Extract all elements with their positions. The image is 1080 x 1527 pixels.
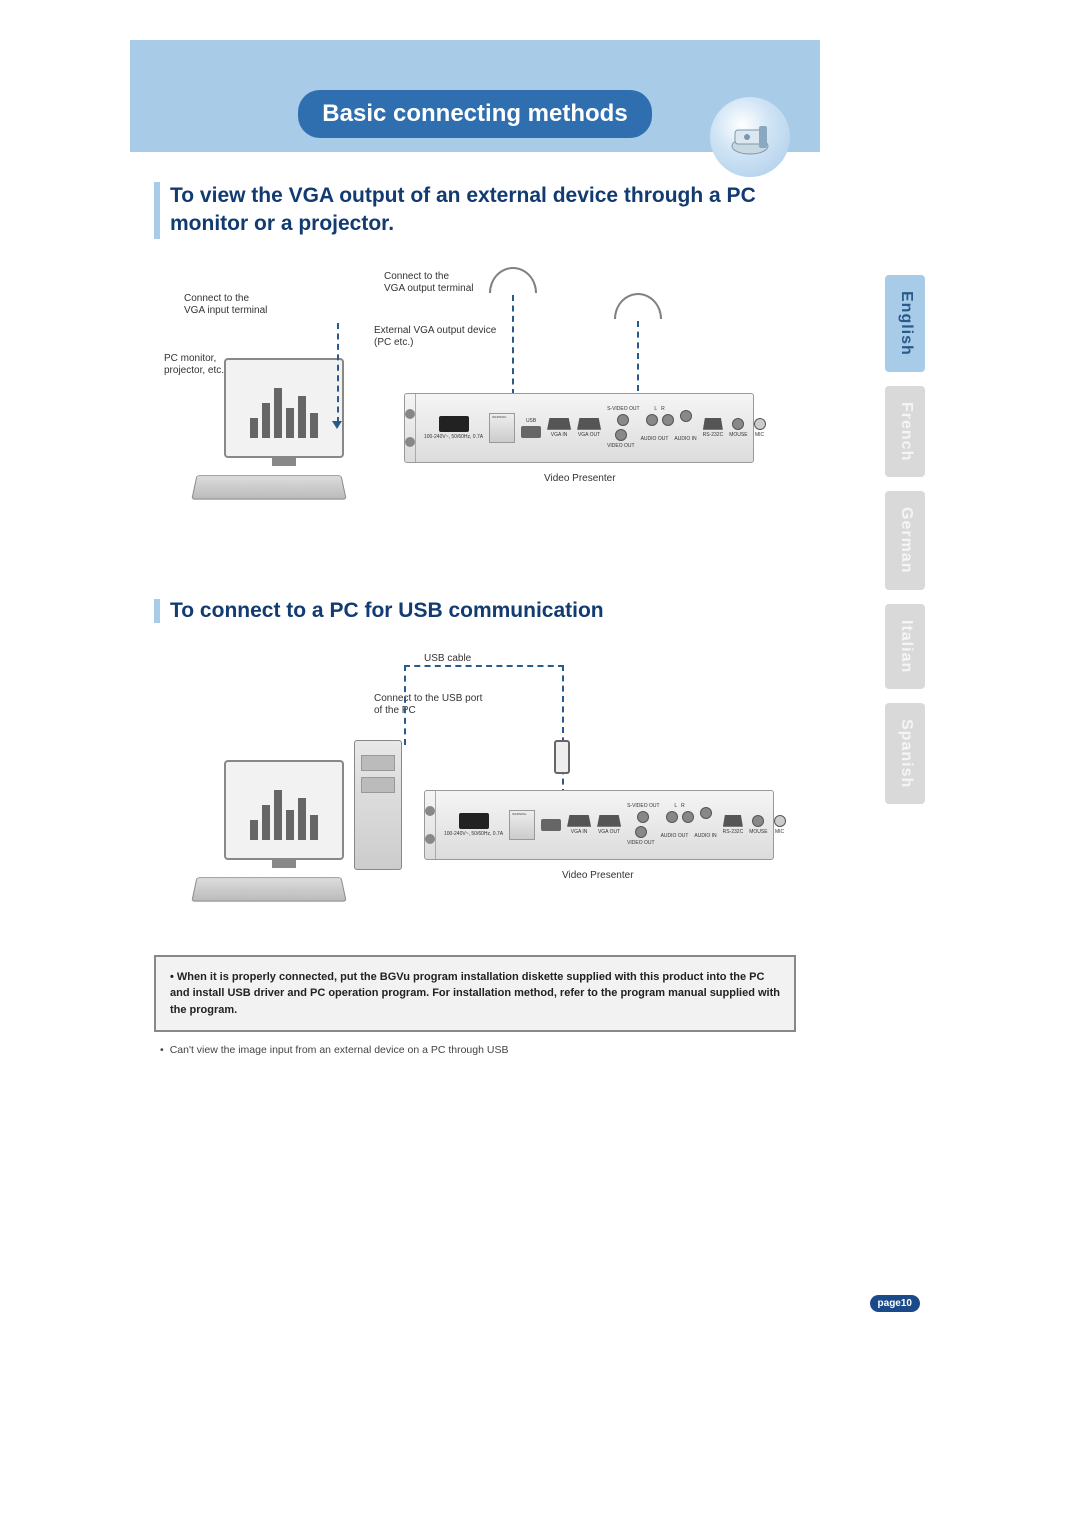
- monitor-chart: [250, 378, 318, 438]
- cable-usb-down2: [562, 665, 564, 795]
- section-vga: To view the VGA output of an external de…: [130, 152, 820, 1056]
- label-usb-port: Connect to the USB port of the PC: [374, 693, 482, 718]
- manual-page: English French German Italian Spanish Ba…: [0, 0, 1080, 1527]
- lang-tab-italian[interactable]: Italian: [885, 604, 925, 689]
- port-svideo: S-VIDEO OUT: [607, 406, 640, 426]
- port2-mic: MIC: [774, 815, 786, 835]
- port-rs232: RS-232C: [703, 418, 724, 438]
- port2-vga-out: VGA OUT: [597, 815, 621, 835]
- port2-usb: [541, 819, 561, 831]
- port-audio-lr: LR: [646, 406, 674, 426]
- label-usb-cable: USB cable: [424, 653, 471, 666]
- port2-power: 100‑240V~, 50/60Hz, 0.7A: [444, 813, 503, 837]
- connector-head-1: [489, 267, 537, 293]
- label-ext-device: External VGA output device (PC etc.): [374, 325, 496, 350]
- port2-vga-in: VGA IN: [567, 815, 591, 835]
- installation-note: • When it is properly connected, put the…: [154, 955, 796, 1033]
- port-audio-in-top: [680, 410, 692, 422]
- port-audio-out: AUDIO OUT: [641, 436, 669, 442]
- port-usb: USB: [521, 418, 541, 438]
- port-power: 100‑240V~, 50/60Hz, 0.7A: [424, 416, 483, 440]
- page-number-badge: page10: [870, 1295, 920, 1312]
- monitor-chart-2: [250, 780, 318, 840]
- usb-plug: [554, 740, 570, 774]
- foot-note: Can't view the image input from an exter…: [160, 1044, 796, 1056]
- label-vga-output: Connect to the VGA output terminal: [384, 271, 474, 296]
- lang-tab-german[interactable]: German: [885, 491, 925, 589]
- lang-tab-french[interactable]: French: [885, 386, 925, 477]
- keyboard: [191, 475, 346, 499]
- pc-monitor-2: [224, 760, 344, 860]
- port-video-out: VIDEO OUT: [607, 429, 635, 449]
- vp-caption-2: Video Presenter: [562, 870, 634, 883]
- header-band: Basic connecting methods: [130, 40, 820, 152]
- lang-tab-english[interactable]: English: [885, 275, 925, 372]
- pc-monitor: [224, 358, 344, 458]
- section2-heading: To connect to a PC for USB communication: [154, 599, 796, 623]
- cable-vga-in: [337, 323, 339, 423]
- connector-head-2: [614, 293, 662, 319]
- projector-icon: [710, 97, 790, 177]
- cable-usb-down1: [404, 665, 406, 745]
- keyboard-2: [191, 877, 346, 901]
- language-tabs: English French German Italian Spanish: [885, 275, 925, 804]
- port-vga-in: VGA IN: [547, 418, 571, 438]
- port-power-label: 100‑240V~, 50/60Hz, 0.7A: [424, 434, 483, 440]
- pc-tower: [354, 740, 402, 870]
- page-title: Basic connecting methods: [298, 90, 651, 138]
- vp-caption-1: Video Presenter: [544, 473, 616, 486]
- label-vga-input: Connect to the VGA input terminal: [184, 293, 267, 318]
- port-mouse: MOUSE: [729, 418, 747, 438]
- port2-rs232: RS-232C: [723, 815, 744, 835]
- cable-vga-out-a: [512, 295, 514, 395]
- port-audio-in: AUDIO IN: [674, 436, 696, 442]
- port2-mouse: MOUSE: [749, 815, 767, 835]
- port2-svideo: S-VIDEO OUT: [627, 803, 660, 823]
- cable-usb-h: [404, 665, 564, 667]
- warning-plate-2: WARNING: [509, 810, 535, 840]
- video-presenter-panel-2: 100‑240V~, 50/60Hz, 0.7A WARNING VGA IN: [424, 790, 774, 860]
- diagram-usb: USB cable Connect to the USB port of the…: [154, 645, 796, 945]
- diagram-vga: Connect to the VGA input terminal PC mon…: [154, 263, 796, 563]
- port-mic: MIC: [754, 418, 766, 438]
- cable-vga-out-b: [637, 321, 639, 391]
- label-pc-monitor: PC monitor, projector, etc.: [164, 353, 224, 378]
- section1-heading: To view the VGA output of an external de…: [154, 182, 796, 239]
- lang-tab-spanish[interactable]: Spanish: [885, 703, 925, 804]
- warning-plate: WARNING: [489, 413, 515, 443]
- port-vga-out: VGA OUT: [577, 418, 601, 438]
- foot-note-text: Can't view the image input from an exter…: [170, 1044, 509, 1056]
- video-presenter-panel-1: 100‑240V~, 50/60Hz, 0.7A WARNING USB VGA…: [404, 393, 754, 463]
- arrow-vga-in: [332, 421, 342, 429]
- content-area: Basic connecting methods To view the VGA…: [130, 40, 820, 1056]
